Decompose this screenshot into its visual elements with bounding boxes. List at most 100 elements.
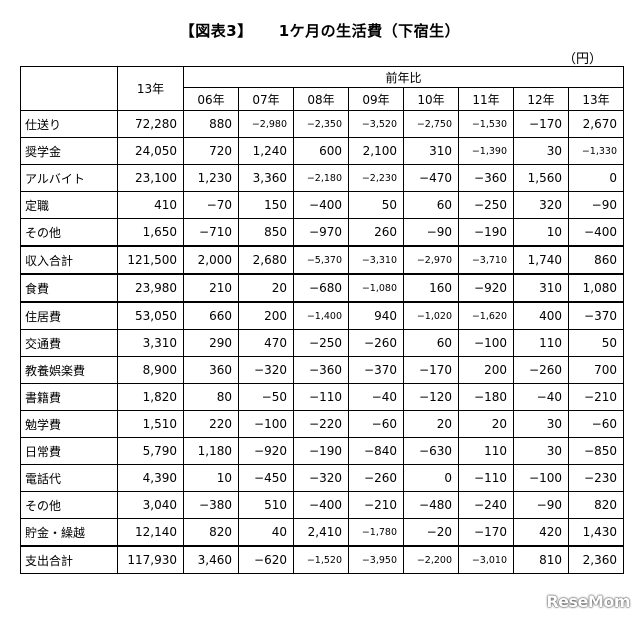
diff-cell: 50 — [568, 329, 624, 357]
diff-cell: −190 — [458, 218, 514, 247]
diff-cell: 470 — [238, 329, 294, 357]
diff-cell: 0 — [568, 164, 624, 192]
diff-cell: 320 — [513, 191, 569, 219]
diff-cell: −630 — [403, 437, 459, 465]
watermark-logo: ReseMom — [546, 592, 630, 611]
header-year: 12年 — [513, 87, 569, 111]
row-label: その他 — [20, 491, 118, 519]
diff-cell: −3,710 — [458, 245, 514, 275]
table-row: 貯金・繰越 12,140 820 40 2,410 −1,780 −20 −170 420 1,4… — [20, 518, 624, 547]
diff-cell: 2,410 — [293, 518, 349, 547]
value-13: 3,310 — [117, 329, 184, 357]
diff-cell: 820 — [183, 518, 239, 547]
diff-cell: −100 — [238, 410, 294, 438]
diff-cell: 400 — [513, 301, 569, 330]
diff-cell: −320 — [238, 356, 294, 384]
value-13: 23,100 — [117, 164, 184, 192]
diff-cell: 1,560 — [513, 164, 569, 192]
diff-cell: 360 — [183, 356, 239, 384]
diff-cell: −2,350 — [293, 110, 349, 138]
header-year: 07年 — [238, 87, 294, 111]
diff-cell: −240 — [458, 491, 514, 519]
row-label: 貯金・繰越 — [20, 518, 118, 547]
diff-cell: 260 — [348, 218, 404, 247]
corner-cell — [20, 66, 118, 111]
value-13: 410 — [117, 191, 184, 219]
diff-cell: −400 — [293, 491, 349, 519]
diff-cell: 30 — [513, 410, 569, 438]
diff-cell: −370 — [348, 356, 404, 384]
diff-cell: 3,360 — [238, 164, 294, 192]
diff-cell: 80 — [183, 383, 239, 411]
diff-cell: 150 — [238, 191, 294, 219]
table-row: 定職 410 −70 150 −400 50 60 −250 320 −90 — [20, 191, 624, 219]
diff-cell: −2,750 — [403, 110, 459, 138]
value-13: 72,280 — [117, 110, 184, 138]
table-row: その他 1,650 −710 850 −970 260 −90 −190 10 −400 — [20, 218, 624, 247]
table-row: 交通費 3,310 290 470 −250 −260 60 −100 110 50 — [20, 329, 624, 357]
diff-cell: −400 — [293, 191, 349, 219]
diff-cell: −120 — [403, 383, 459, 411]
row-label: 電話代 — [20, 464, 118, 492]
value-13: 1,510 — [117, 410, 184, 438]
header-13: 13年 — [117, 66, 184, 111]
table-row: 食費 23,980 210 20 −680 −1,080 160 −920 310 1,080 — [20, 273, 624, 303]
diff-cell: −1,400 — [293, 301, 349, 330]
diff-cell: −920 — [458, 273, 514, 303]
diff-cell: 1,080 — [568, 273, 624, 303]
diff-cell: 200 — [238, 301, 294, 330]
diff-cell: 1,240 — [238, 137, 294, 165]
diff-cell: 2,670 — [568, 110, 624, 138]
diff-cell: −2,230 — [348, 164, 404, 192]
diff-cell: −1,020 — [403, 301, 459, 330]
diff-cell: 20 — [458, 410, 514, 438]
header-year: 08年 — [293, 87, 349, 111]
table-row: 電話代 4,390 10 −450 −320 −260 0 −110 −100 −230 — [20, 464, 624, 492]
diff-cell: 160 — [403, 273, 459, 303]
diff-cell: 30 — [513, 137, 569, 165]
diff-cell: −480 — [403, 491, 459, 519]
table-row: 収入合計 121,500 2,000 2,680 −5,370 −3,310 −2,970−… — [20, 245, 624, 275]
diff-cell: 200 — [458, 356, 514, 384]
diff-cell: 60 — [403, 329, 459, 357]
value-13: 117,930 — [117, 545, 184, 574]
diff-cell: −60 — [568, 410, 624, 438]
diff-cell: −400 — [568, 218, 624, 247]
row-label: 食費 — [20, 273, 118, 303]
row-label: 勉学費 — [20, 410, 118, 438]
diff-cell: −1,520 — [293, 545, 349, 574]
row-label: 教養娯楽費 — [20, 356, 118, 384]
diff-cell: −2,980 — [238, 110, 294, 138]
table-row: 日常費 5,790 1,180 −920 −190 −840 −630 110 30 −850 — [20, 437, 624, 465]
diff-cell: −840 — [348, 437, 404, 465]
diff-cell: −260 — [348, 329, 404, 357]
diff-cell: −100 — [458, 329, 514, 357]
diff-cell: 850 — [238, 218, 294, 247]
diff-cell: −320 — [293, 464, 349, 492]
diff-cell: −5,370 — [293, 245, 349, 275]
diff-cell: −40 — [348, 383, 404, 411]
value-13: 53,050 — [117, 301, 184, 330]
diff-cell: −50 — [238, 383, 294, 411]
header-year: 06年 — [183, 87, 239, 111]
diff-cell: −450 — [238, 464, 294, 492]
table-row: アルバイト 23,100 1,230 3,360 −2,180 −2,230 −470 −36… — [20, 164, 624, 192]
diff-cell: −1,620 — [458, 301, 514, 330]
diff-cell: 310 — [403, 137, 459, 165]
row-label: 仕送り — [20, 110, 118, 138]
diff-cell: −2,200 — [403, 545, 459, 574]
diff-cell: 110 — [513, 329, 569, 357]
table-row: 仕送り 72,280 880 −2,980 −2,350 −3,520 −2,750 −1,5… — [20, 110, 624, 138]
diff-cell: 290 — [183, 329, 239, 357]
diff-cell: 30 — [513, 437, 569, 465]
row-label: アルバイト — [20, 164, 118, 192]
diff-cell: 2,680 — [238, 245, 294, 275]
table-row: 支出合計 117,930 3,460 −620 −1,520 −3,950 −2,200 −3… — [20, 545, 624, 574]
diff-cell: 40 — [238, 518, 294, 547]
header-group: 前年比 — [183, 66, 624, 88]
diff-cell: 20 — [403, 410, 459, 438]
diff-cell: 50 — [348, 191, 404, 219]
diff-cell: 420 — [513, 518, 569, 547]
diff-cell: −250 — [293, 329, 349, 357]
diff-cell: −170 — [458, 518, 514, 547]
